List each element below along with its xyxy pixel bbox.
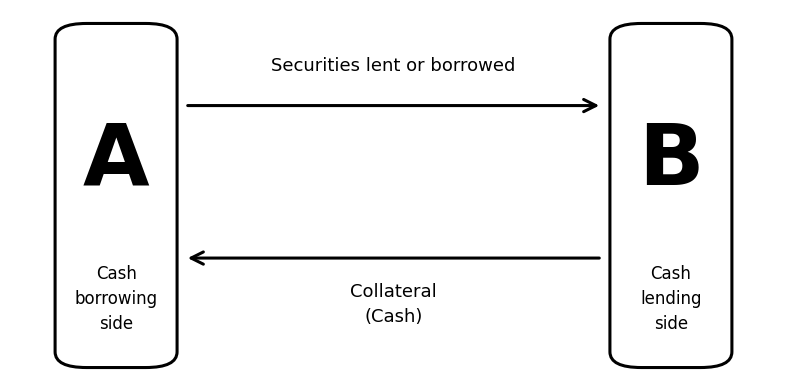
Text: B: B: [638, 120, 704, 203]
Text: Securities lent or borrowed: Securities lent or borrowed: [272, 57, 515, 75]
FancyBboxPatch shape: [55, 23, 177, 368]
Text: A: A: [83, 120, 150, 203]
FancyBboxPatch shape: [610, 23, 732, 368]
Text: Cash
lending
side: Cash lending side: [640, 265, 702, 333]
Text: Cash
borrowing
side: Cash borrowing side: [75, 265, 157, 333]
Text: Collateral
(Cash): Collateral (Cash): [350, 283, 437, 326]
